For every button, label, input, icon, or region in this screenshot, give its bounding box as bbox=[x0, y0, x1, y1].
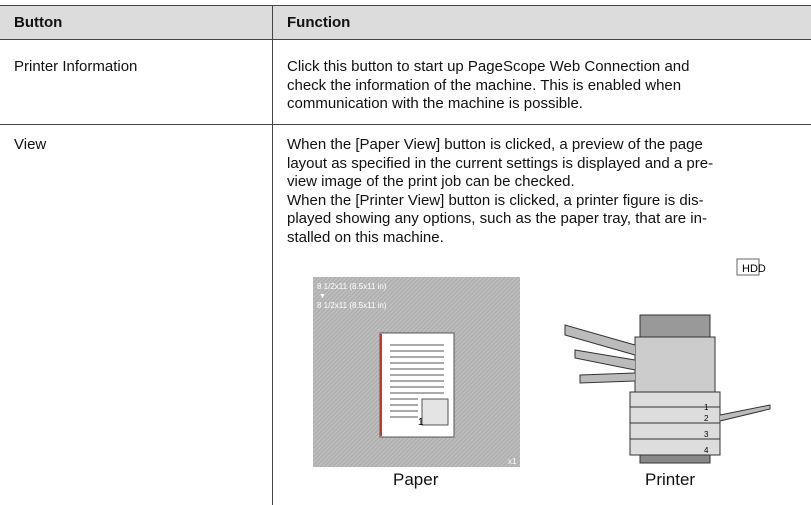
printer-drawing bbox=[564, 314, 771, 464]
tray-number: 2 bbox=[704, 414, 709, 423]
tray-number: 4 bbox=[704, 446, 709, 455]
page-number: 1 bbox=[418, 417, 424, 428]
tray-number: 3 bbox=[704, 430, 709, 439]
function-line: view image of the print job can be check… bbox=[287, 173, 575, 190]
figure-caption: Paper bbox=[393, 470, 439, 489]
function-line: When the [Printer View] button is clicke… bbox=[287, 191, 704, 209]
paper-size: 8 1/2x11 (8.5x11 in) bbox=[317, 282, 387, 291]
paper-arrow: ▼ bbox=[319, 293, 326, 300]
thumbnail bbox=[421, 398, 449, 426]
header-cell: Button bbox=[14, 14, 63, 31]
table-header bbox=[0, 5, 811, 40]
function-text: When the [Paper View] button is clicked,… bbox=[287, 136, 713, 247]
function-line: played showing any options, such as the … bbox=[287, 210, 707, 227]
header-cell: Function bbox=[287, 14, 351, 31]
view-figure: 8 1/2x11 (8.5x11 in) ▼ 8 1/2x11 (8.5x11 … bbox=[313, 258, 771, 467]
figure-caption: Printer bbox=[645, 470, 696, 489]
text-lines bbox=[390, 344, 444, 418]
row-divider bbox=[0, 124, 811, 125]
function-line: check the information of the machine. Th… bbox=[287, 76, 682, 94]
function-line: stalled on this machine. bbox=[287, 228, 444, 246]
function-text: Click this button to start up PageScope … bbox=[287, 58, 689, 114]
function-line: Click this button to start up PageScope … bbox=[287, 58, 690, 75]
hdd-icon bbox=[736, 258, 760, 276]
copies: x1 bbox=[508, 457, 517, 466]
button-name: Printer Information bbox=[14, 58, 138, 75]
function-line: When the [Paper View] button is clicked,… bbox=[287, 136, 703, 153]
button-name: View bbox=[14, 136, 47, 153]
paper-size: 8 1/2x11 (8.5x11 in) bbox=[317, 301, 387, 310]
function-line: layout as specified in the current setti… bbox=[287, 154, 714, 172]
function-line: communication with the machine is possib… bbox=[287, 95, 583, 112]
hdd-label: HDD bbox=[742, 263, 766, 275]
tray-number: 1 bbox=[704, 403, 709, 412]
column-divider bbox=[272, 5, 273, 505]
